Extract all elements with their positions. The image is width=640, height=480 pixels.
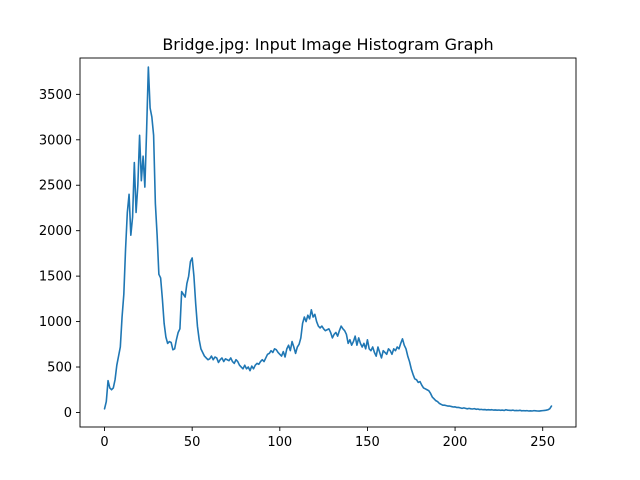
x-tick-label: 150 bbox=[355, 435, 380, 450]
y-tick-label: 2500 bbox=[39, 179, 72, 194]
x-tick-label: 200 bbox=[443, 435, 468, 450]
y-tick-label: 1500 bbox=[39, 270, 72, 285]
y-tick-label: 1000 bbox=[39, 315, 72, 330]
chart-title: Bridge.jpg: Input Image Histogram Graph bbox=[162, 35, 493, 54]
x-tick-label: 100 bbox=[267, 435, 292, 450]
axes-frame bbox=[79, 57, 577, 428]
y-tick-label: 3500 bbox=[39, 88, 72, 103]
y-axis: 0 500 1000 1500 2000 2500 3000 3500 bbox=[39, 88, 80, 421]
plot-background bbox=[80, 58, 576, 427]
y-tick-label: 500 bbox=[47, 361, 72, 376]
plot-area bbox=[79, 57, 577, 428]
x-tick-label: 50 bbox=[184, 435, 201, 450]
x-axis: 0 50 100 150 200 250 bbox=[100, 427, 555, 450]
histogram-line bbox=[103, 66, 553, 412]
x-tick-label: 250 bbox=[530, 435, 555, 450]
y-tick-label: 0 bbox=[64, 406, 72, 421]
y-tick-label: 3000 bbox=[39, 133, 72, 148]
x-tick-label: 0 bbox=[100, 435, 108, 450]
y-tick-label: 2000 bbox=[39, 224, 72, 239]
